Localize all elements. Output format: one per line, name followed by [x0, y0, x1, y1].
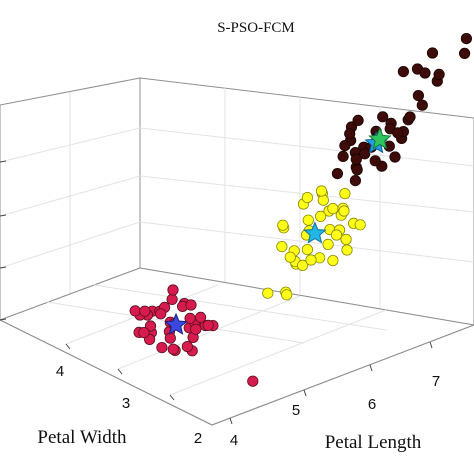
data-point-cluster-3	[369, 155, 381, 167]
data-point-cluster-2	[322, 238, 334, 250]
grid-line	[93, 284, 387, 331]
data-point-cluster-3	[416, 99, 428, 111]
grid-line	[169, 309, 387, 396]
y-tick-mark	[429, 341, 433, 349]
cluster-center-star-4	[368, 127, 392, 150]
x-tick-label: 2	[194, 430, 202, 447]
data-point-cluster-2	[341, 244, 353, 256]
grid-line	[139, 127, 474, 167]
cluster-center-star-1	[164, 312, 188, 335]
data-point-cluster-2	[327, 255, 339, 267]
data-point-cluster-2	[262, 287, 274, 299]
data-point-cluster-1	[202, 319, 214, 331]
x-tick-label: 3	[122, 395, 130, 412]
data-point-cluster-3	[404, 111, 416, 123]
data-point-cluster-1	[195, 311, 207, 323]
x-axis-label: Petal Width	[37, 427, 127, 448]
x-tick-mark	[117, 368, 123, 375]
data-point-cluster-3	[412, 90, 424, 102]
z-tick-mark	[0, 160, 7, 163]
data-point-cluster-1	[181, 340, 193, 353]
data-point-cluster-2	[340, 233, 352, 245]
data-point-cluster-1	[166, 293, 178, 305]
data-point-cluster-3	[458, 47, 471, 60]
data-point-cluster-2	[301, 244, 313, 256]
data-point-cluster-3	[349, 175, 361, 187]
data-point-cluster-2	[281, 289, 293, 301]
y-tick-mark	[229, 417, 233, 425]
grid-line	[117, 295, 301, 370]
data-point-cluster-2	[277, 219, 289, 231]
data-point-cluster-2	[317, 194, 329, 206]
y-tick-mark	[369, 364, 373, 372]
data-point-cluster-3	[377, 111, 389, 123]
data-point-cluster-3	[419, 67, 431, 79]
x-tick-label: 4	[56, 363, 64, 380]
y-tick-label: 7	[432, 373, 440, 390]
data-point-cluster-2	[327, 203, 339, 215]
data-point-cluster-1	[129, 305, 141, 317]
data-point-cluster-3	[337, 150, 349, 162]
data-point-cluster-1	[138, 326, 150, 339]
data-point-cluster-1	[185, 299, 197, 311]
data-point-cluster-2	[296, 259, 309, 271]
data-point-cluster-2	[315, 185, 328, 197]
data-point-cluster-1	[190, 323, 202, 335]
data-point-cluster-3	[433, 68, 445, 81]
data-point-cluster-2	[305, 254, 317, 266]
data-point-cluster-2	[339, 188, 351, 200]
axis-edge-length	[211, 324, 474, 426]
data-point-cluster-1	[167, 343, 179, 355]
points-layer	[129, 32, 472, 387]
chart-title: S-PSO-FCM	[217, 20, 295, 36]
data-point-cluster-1	[144, 320, 157, 332]
data-point-cluster-3	[359, 148, 371, 160]
data-point-cluster-2	[330, 229, 343, 241]
data-point-cluster-1	[156, 341, 168, 354]
centers-layer	[164, 127, 392, 335]
axis-edge-width	[0, 319, 213, 426]
data-point-cluster-2	[302, 214, 314, 226]
data-point-cluster-3	[392, 127, 404, 139]
data-point-cluster-3	[331, 168, 343, 180]
data-point-cluster-2	[338, 205, 350, 217]
data-point-cluster-2	[314, 210, 327, 222]
data-point-cluster-1	[167, 284, 179, 296]
data-point-cluster-3	[339, 140, 351, 152]
y-tick-label: 6	[368, 396, 376, 413]
cluster-center-star-2	[303, 221, 327, 244]
data-point-cluster-1	[155, 308, 167, 320]
y-tick-label: 5	[292, 402, 300, 419]
data-point-cluster-3	[344, 128, 356, 140]
data-point-cluster-3	[389, 151, 401, 163]
y-tick-label: 4	[230, 432, 238, 449]
y-tick-mark	[303, 389, 307, 397]
data-point-cluster-2	[284, 251, 296, 263]
data-point-cluster-1	[247, 375, 259, 387]
data-point-cluster-2	[301, 192, 313, 204]
data-point-cluster-3	[352, 114, 364, 127]
z-tick-mark	[0, 214, 7, 217]
data-point-cluster-3	[460, 32, 472, 45]
grid-line	[139, 221, 474, 263]
y-tick-labels: 4 5 6 7	[230, 373, 440, 449]
z-tick-mark	[0, 318, 7, 321]
y-axis-label: Petal Length	[325, 432, 422, 453]
x-tick-mark	[169, 394, 175, 401]
data-point-cluster-3	[397, 66, 409, 78]
data-point-cluster-1	[164, 332, 176, 344]
data-point-cluster-2	[354, 219, 366, 231]
data-point-cluster-3	[351, 164, 363, 176]
data-point-cluster-1	[139, 305, 151, 317]
x-tick-mark	[65, 343, 71, 350]
data-point-cluster-3	[426, 47, 439, 59]
x-tick-labels: 2 3 4	[56, 363, 202, 447]
z-tick-mark	[0, 266, 7, 269]
data-point-cluster-2	[276, 241, 288, 253]
data-point-cluster-3	[350, 153, 362, 165]
